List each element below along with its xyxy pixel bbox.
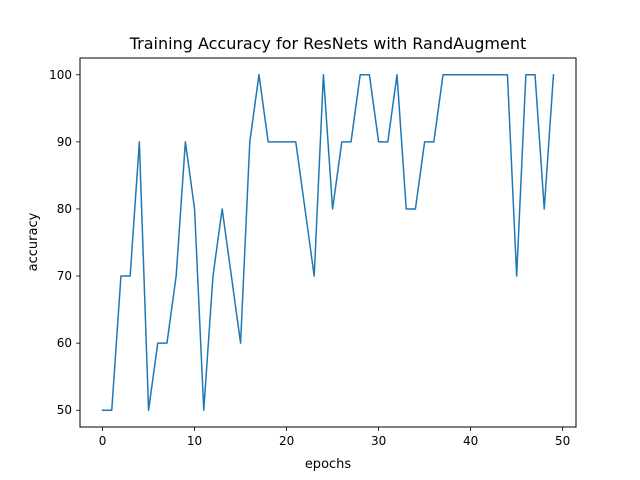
x-tick-label: 20 <box>279 434 294 448</box>
x-tick-label: 40 <box>463 434 478 448</box>
y-tick-label: 90 <box>57 135 72 149</box>
axes-frame <box>79 57 577 428</box>
x-tick-label: 0 <box>99 434 107 448</box>
y-axis-label: accuracy <box>26 212 41 271</box>
chart-title: Training Accuracy for ResNets with RandA… <box>129 34 527 53</box>
plot-area <box>101 73 555 411</box>
series-line-1 <box>101 73 555 411</box>
y-tick-label: 50 <box>57 403 72 417</box>
x-axis: 0 10 20 30 40 50 <box>99 427 570 448</box>
y-tick-label: 60 <box>57 336 72 350</box>
y-tick-label: 80 <box>57 202 72 216</box>
y-tick-label: 100 <box>49 68 72 82</box>
y-axis: 50 60 70 80 90 100 <box>49 68 80 417</box>
x-tick-label: 10 <box>187 434 202 448</box>
x-tick-label: 30 <box>371 434 386 448</box>
x-tick-label: 50 <box>555 434 570 448</box>
y-tick-label: 70 <box>57 269 72 283</box>
x-axis-label: epochs <box>305 457 352 472</box>
